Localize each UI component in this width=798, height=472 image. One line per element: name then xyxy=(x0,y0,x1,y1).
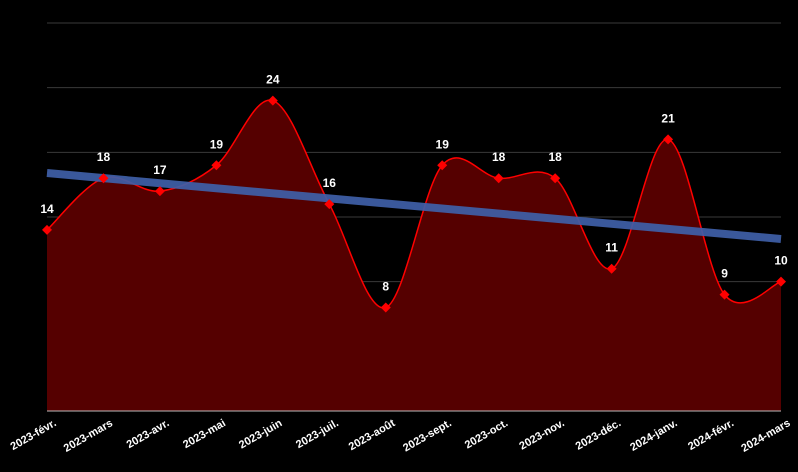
x-tick-label: 2023-juin xyxy=(237,417,285,451)
x-tick-label: 2024-févr. xyxy=(686,417,736,453)
x-tick-label: 2023-août xyxy=(347,417,398,453)
data-label: 24 xyxy=(266,73,280,87)
x-tick-label: 2023-nov. xyxy=(517,417,566,452)
data-point-marker xyxy=(719,289,730,300)
data-point-marker xyxy=(267,95,278,106)
series-area-fill xyxy=(47,100,781,411)
data-label: 18 xyxy=(97,150,111,164)
x-tick-label: 2023-mai xyxy=(181,417,228,451)
data-label: 19 xyxy=(436,137,450,151)
trend-line xyxy=(46,169,782,243)
data-label: 10 xyxy=(774,254,788,268)
x-tick-label: 2023-oct. xyxy=(463,417,510,451)
data-point-marker xyxy=(98,173,109,184)
data-point-marker xyxy=(606,263,617,274)
x-tick-label: 2023-mars xyxy=(62,417,115,455)
x-tick-label: 2023-juil. xyxy=(294,417,341,451)
data-label: 11 xyxy=(605,241,618,255)
data-labels: 14 18 17 19 24 16 8 19 18 18 11 21 9 10 xyxy=(40,73,788,294)
data-point-marker xyxy=(493,173,504,184)
x-tick-label: 2024-mars xyxy=(739,417,792,455)
data-label: 16 xyxy=(323,176,337,190)
data-label: 18 xyxy=(492,150,506,164)
data-point-marker xyxy=(437,160,448,171)
x-tick-label: 2023-déc. xyxy=(574,417,623,452)
data-label: 14 xyxy=(40,202,54,216)
x-tick-label: 2023-sept. xyxy=(401,417,454,454)
x-tick-label: 2023-avr. xyxy=(125,417,172,451)
data-point-marker xyxy=(154,186,165,197)
x-axis-tick-labels: 2023-févr. 2023-mars 2023-avr. 2023-mai 2023… xyxy=(9,417,793,455)
data-point-marker xyxy=(380,302,391,313)
data-point-marker xyxy=(776,276,786,287)
series-markers xyxy=(42,95,786,313)
x-tick-label: 2023-févr. xyxy=(9,417,59,453)
data-label: 19 xyxy=(210,137,224,151)
data-label: 21 xyxy=(661,111,675,125)
data-point-marker xyxy=(211,160,222,171)
data-point-marker xyxy=(324,199,335,210)
x-tick-label: 2024-janv. xyxy=(628,417,679,454)
data-label: 9 xyxy=(721,267,728,281)
data-point-marker xyxy=(550,173,561,184)
data-label: 18 xyxy=(548,150,562,164)
data-label: 8 xyxy=(382,280,389,294)
data-point-marker xyxy=(663,134,674,145)
data-point-marker xyxy=(42,224,52,235)
data-label: 17 xyxy=(153,163,167,177)
